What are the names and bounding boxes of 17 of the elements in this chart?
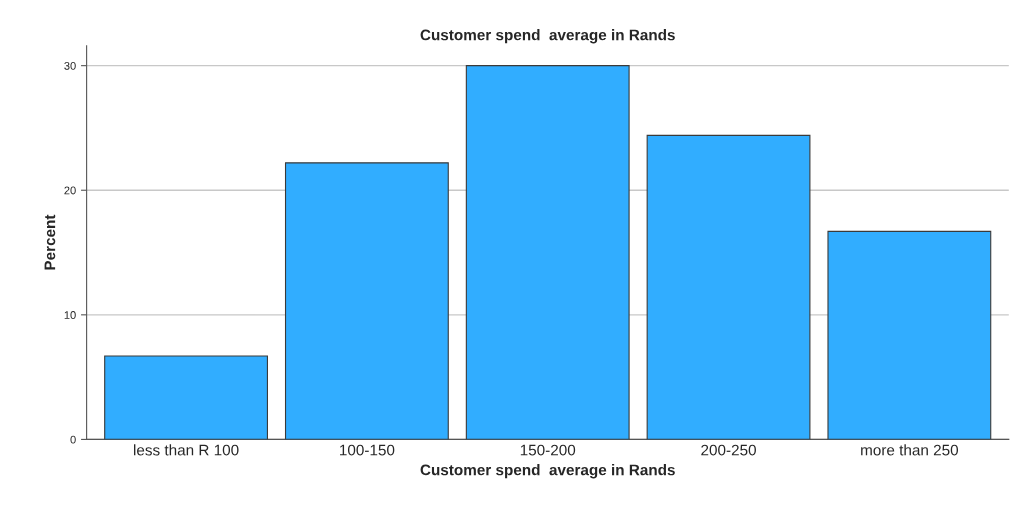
y-tick-label: 20 [64, 186, 76, 195]
bar [465, 65, 630, 440]
x-tick-label: more than 250 [861, 444, 959, 456]
bar [104, 355, 268, 440]
x-tick-label: 150-200 [520, 444, 576, 456]
y-axis-title: Percent [44, 214, 56, 270]
y-tick-label: 30 [64, 61, 76, 70]
chart-title: Customer spend average in Rands [420, 29, 675, 44]
y-tick-label: 0 [70, 435, 76, 444]
x-tick-label: less than R 100 [134, 444, 239, 456]
x-axis-title: Customer spend average in Rands [420, 464, 675, 479]
y-tick-label: 10 [64, 311, 76, 319]
bar [284, 162, 449, 440]
bar [827, 230, 992, 440]
bar [646, 134, 811, 440]
x-tick-label: 200-250 [701, 444, 756, 456]
x-tick-label: 100-150 [340, 444, 395, 456]
